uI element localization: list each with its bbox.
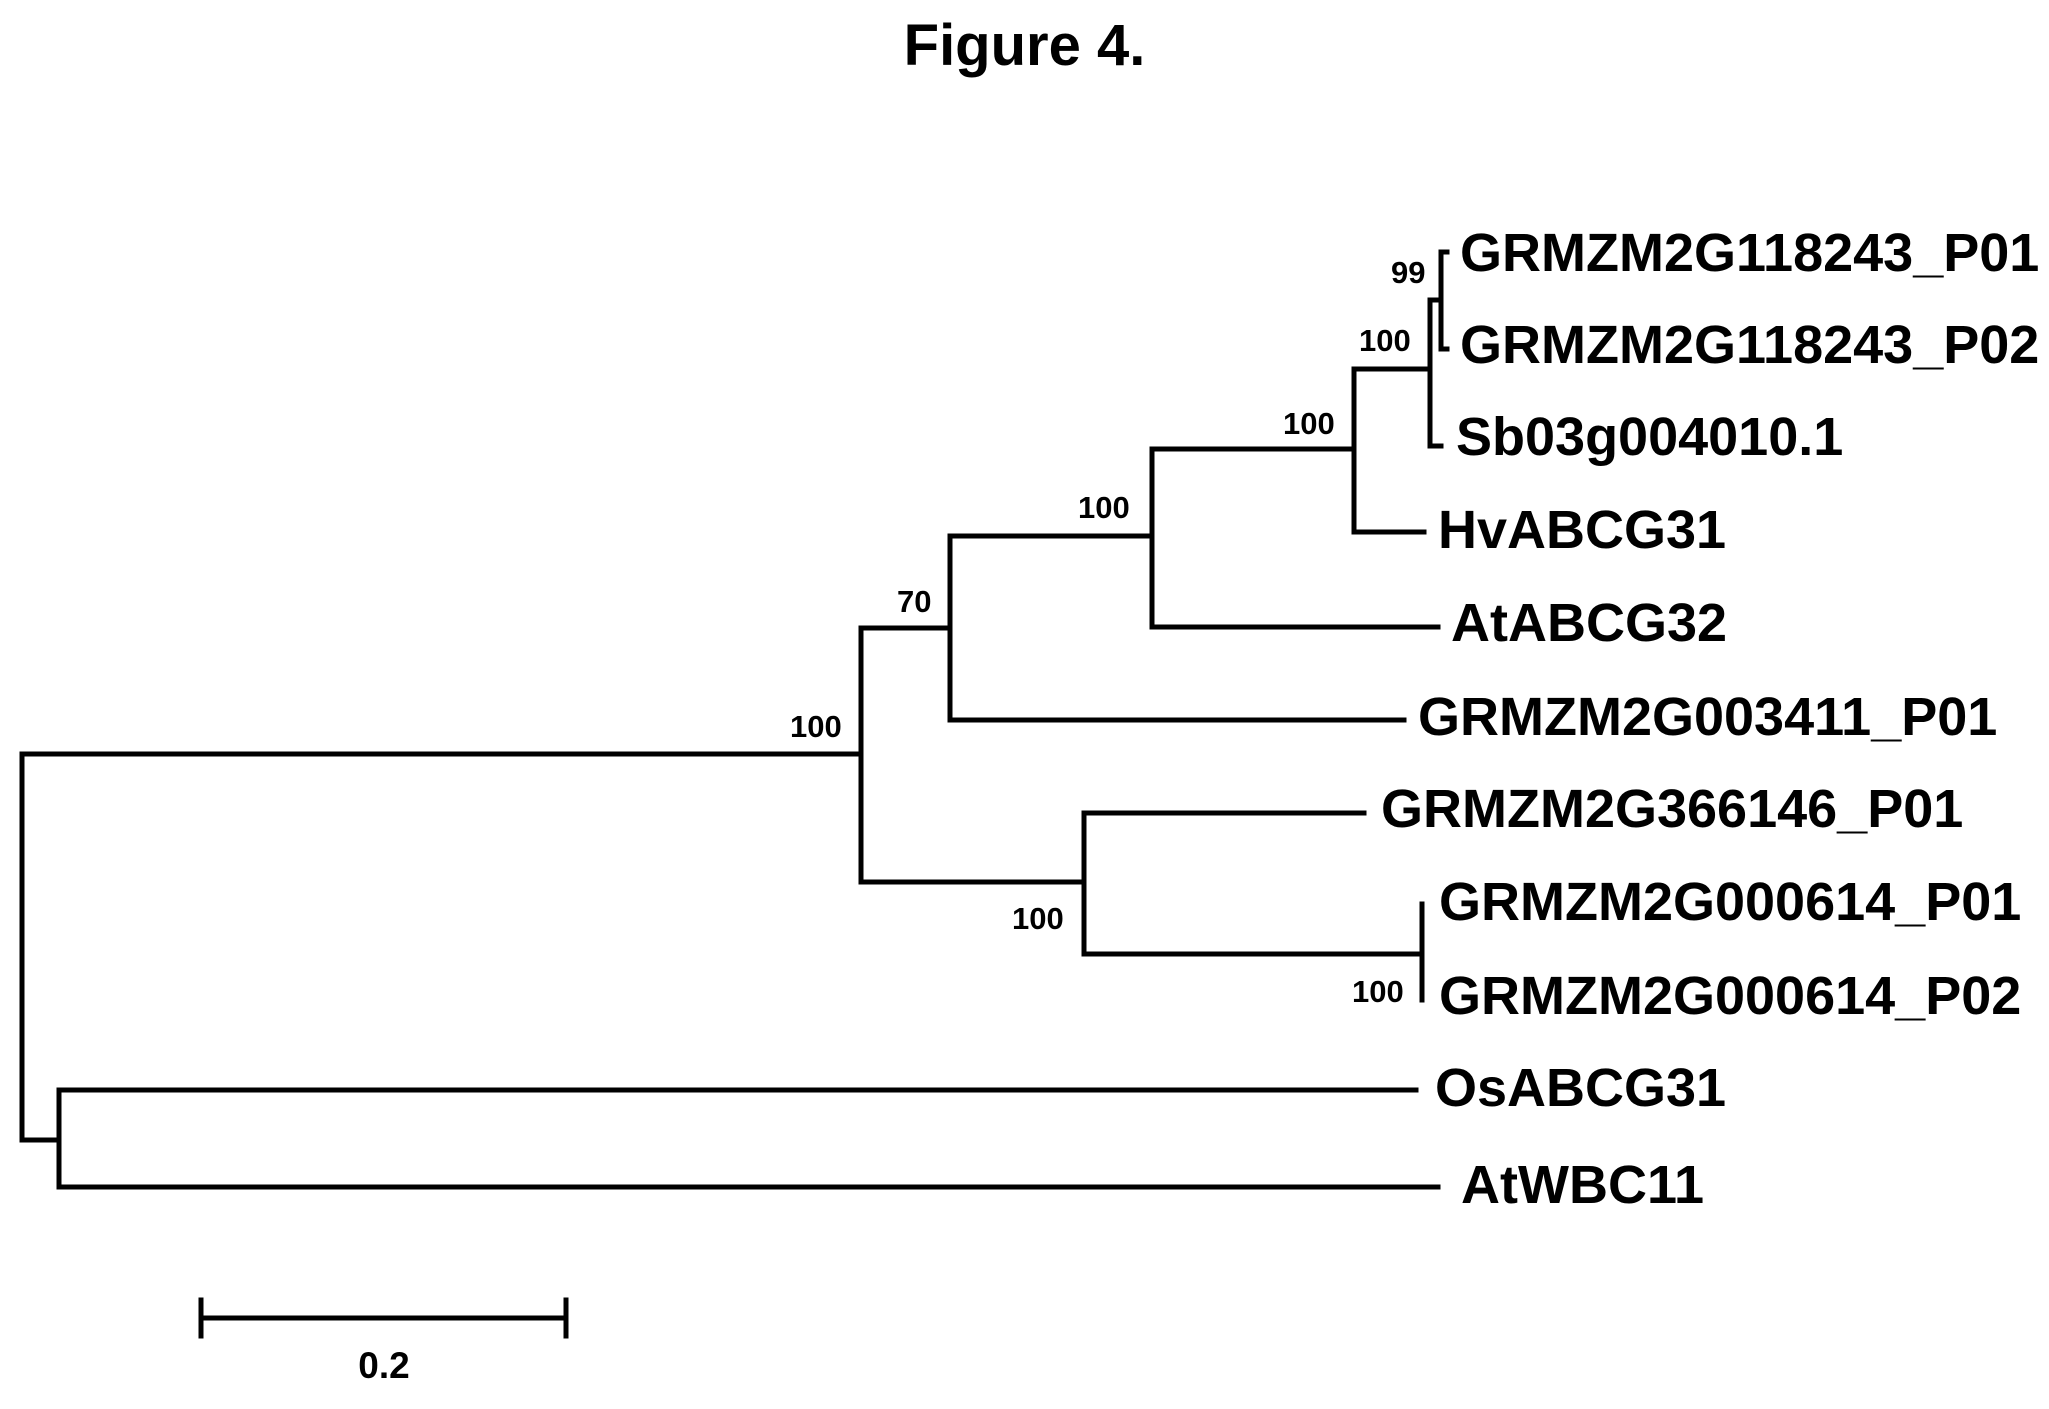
leaf-label: AtWBC11 [1461, 1155, 1704, 1215]
bootstrap-value: 70 [897, 584, 931, 619]
leaf-label: GRMZM2G118243_P01 [1460, 223, 2039, 283]
tree-branches [19, 249, 1450, 1190]
bootstrap-value: 100 [1352, 974, 1404, 1009]
leaf-label: GRMZM2G000614_P02 [1439, 966, 2021, 1026]
bootstrap-value: 100 [1359, 323, 1411, 358]
scale-bar: 0.2 [198, 1297, 569, 1386]
leaf-label: Sb03g004010.1 [1456, 407, 1843, 467]
tree-leaf-labels: GRMZM2G118243_P01 GRMZM2G118243_P02 Sb03… [1381, 223, 2039, 1215]
bootstrap-value: 100 [1078, 490, 1130, 525]
scale-bar-label: 0.2 [358, 1345, 409, 1386]
bootstrap-value: 100 [790, 709, 842, 744]
leaf-label: GRMZM2G118243_P02 [1460, 315, 2039, 375]
figure-title: Figure 4. [903, 13, 1146, 78]
leaf-label: GRMZM2G366146_P01 [1381, 779, 1963, 839]
tree-bootstrap-values: 99 100 100 100 70 100 100 100 [790, 255, 1425, 1009]
bootstrap-value: 100 [1283, 406, 1335, 441]
leaf-label: GRMZM2G003411_P01 [1418, 687, 1997, 747]
leaf-label: AtABCG32 [1451, 593, 1727, 653]
leaf-label: GRMZM2G000614_P01 [1439, 872, 2021, 932]
bootstrap-value: 100 [1012, 901, 1064, 936]
bootstrap-value: 99 [1391, 255, 1425, 290]
leaf-label: HvABCG31 [1438, 500, 1726, 560]
leaf-label: OsABCG31 [1435, 1058, 1726, 1118]
